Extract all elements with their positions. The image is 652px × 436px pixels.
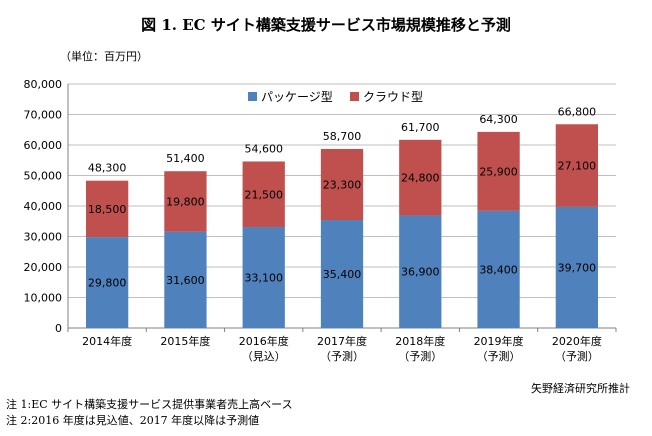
total-label: 48,300 bbox=[88, 162, 127, 175]
x-tick-sublabel: （見込） bbox=[242, 350, 286, 363]
total-label: 64,300 bbox=[479, 113, 518, 126]
legend-swatch bbox=[248, 92, 257, 101]
bar-package bbox=[242, 227, 285, 328]
y-tick-label: 20,000 bbox=[24, 261, 63, 274]
y-tick-label: 70,000 bbox=[24, 109, 63, 122]
bar-cloud bbox=[164, 171, 207, 232]
x-tick-label: 2014年度 bbox=[82, 334, 132, 348]
bar-package bbox=[86, 237, 129, 328]
bar-package bbox=[320, 220, 364, 328]
x-tick-sublabel: （予測） bbox=[398, 349, 442, 363]
bar-cloud bbox=[555, 124, 598, 207]
data-label: 24,800 bbox=[401, 172, 440, 185]
x-tick-label: 2018年度 bbox=[395, 334, 445, 348]
legend-label: パッケージ型 bbox=[261, 90, 333, 104]
y-tick-label: 60,000 bbox=[24, 139, 63, 152]
data-label: 33,100 bbox=[244, 272, 283, 285]
y-tick-label: 80,000 bbox=[24, 78, 63, 91]
data-label: 27,100 bbox=[558, 160, 597, 173]
legend-label: クラウド型 bbox=[363, 90, 423, 104]
chart-title: 図 1. EC サイト構築支援サービス市場規模推移と予測 bbox=[141, 16, 511, 34]
data-label: 21,500 bbox=[244, 188, 283, 201]
y-tick-label: 30,000 bbox=[24, 231, 63, 244]
bar-package bbox=[477, 210, 520, 328]
x-tick-sublabel: （予測） bbox=[477, 349, 521, 363]
bar-package bbox=[164, 231, 207, 328]
x-tick-label: 2016年度 bbox=[239, 334, 289, 348]
total-label: 58,700 bbox=[323, 130, 362, 143]
total-label: 66,800 bbox=[558, 105, 597, 118]
legend-swatch bbox=[350, 92, 359, 101]
x-tick-label: 2015年度 bbox=[160, 334, 210, 348]
note-1: 注 1:EC サイト構築支援サービス提供事業者売上高ベース bbox=[6, 398, 293, 411]
data-label: 25,900 bbox=[479, 165, 518, 178]
data-label: 38,400 bbox=[479, 263, 518, 276]
x-tick-sublabel: （予測） bbox=[320, 349, 364, 363]
x-tick-label: 2019年度 bbox=[474, 334, 524, 348]
data-label: 18,500 bbox=[88, 203, 127, 216]
total-label: 51,400 bbox=[166, 152, 205, 165]
bar-cloud bbox=[399, 139, 442, 216]
y-tick-label: 50,000 bbox=[24, 170, 63, 183]
bar-cloud bbox=[477, 131, 520, 211]
data-label: 31,600 bbox=[166, 274, 205, 287]
bar-package bbox=[399, 215, 442, 328]
x-tick-label: 2020年度 bbox=[552, 334, 602, 348]
bar-cloud bbox=[86, 180, 129, 238]
x-tick-label: 2017年度 bbox=[317, 334, 367, 348]
unit-label: （単位：百万円） bbox=[60, 50, 148, 63]
data-label: 36,900 bbox=[401, 266, 440, 279]
total-label: 61,700 bbox=[401, 121, 440, 134]
bar-cloud bbox=[242, 161, 285, 228]
total-label: 54,600 bbox=[244, 142, 283, 155]
source-label: 矢野経済研究所推計 bbox=[531, 382, 630, 395]
data-label: 39,700 bbox=[558, 261, 597, 274]
bar-package bbox=[555, 206, 598, 328]
data-label: 23,300 bbox=[323, 178, 362, 191]
y-tick-label: 10,000 bbox=[24, 292, 63, 305]
y-tick-label: 40,000 bbox=[24, 200, 63, 213]
bar-cloud bbox=[320, 148, 364, 221]
y-tick-label: 0 bbox=[55, 322, 62, 335]
note-2: 注 2:2016 年度は見込値、2017 年度以降は予測値 bbox=[6, 414, 260, 427]
data-label: 35,400 bbox=[323, 268, 362, 281]
data-label: 19,800 bbox=[166, 195, 205, 208]
x-tick-sublabel: （予測） bbox=[555, 349, 599, 363]
data-label: 29,800 bbox=[88, 277, 127, 290]
